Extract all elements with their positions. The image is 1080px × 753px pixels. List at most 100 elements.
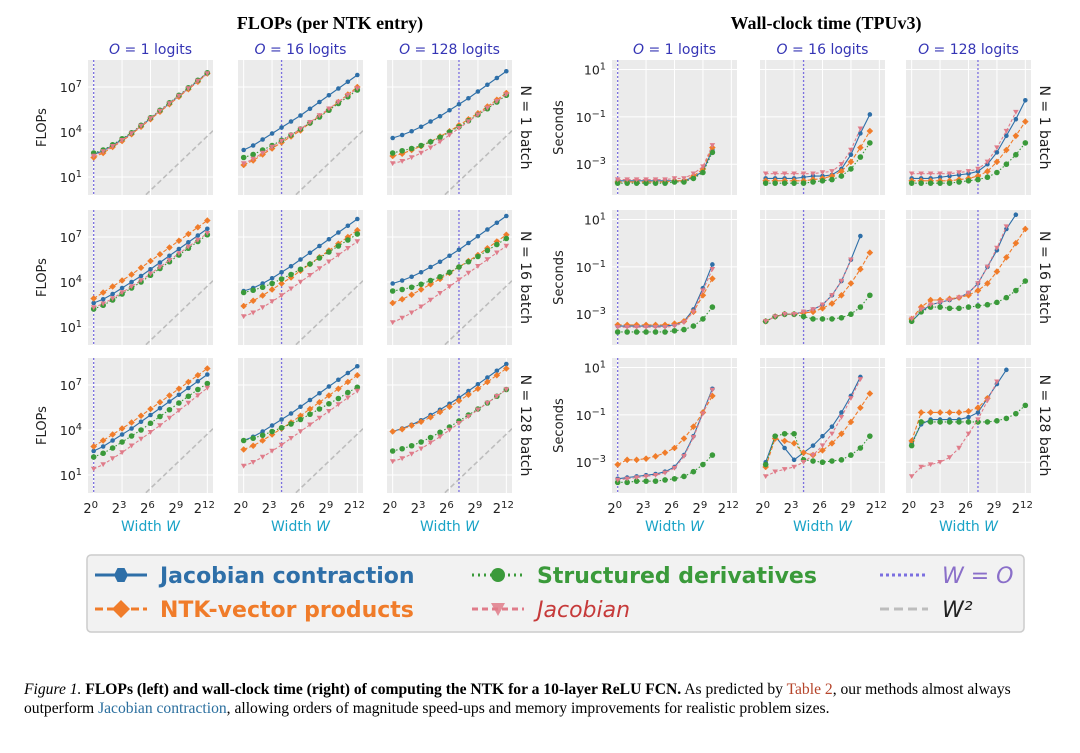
point-jacobian: [781, 467, 788, 472]
point-jacobian: [166, 415, 173, 421]
point-jacobian-contraction: [288, 411, 294, 416]
point-jacobian: [937, 171, 943, 177]
panel: 10−3 10−1 101 20 23 26 29 212: [576, 358, 739, 517]
point-jacobian: [908, 171, 915, 177]
point-jacobian-contraction: [307, 397, 313, 403]
point-structured-derivatives: [810, 179, 816, 185]
point-jacobian: [662, 325, 668, 330]
y-axis-label: FLOPs: [35, 406, 50, 445]
point-jacobian-contraction: [269, 423, 275, 428]
point-ntk-vector-products: [1022, 225, 1029, 233]
point-jacobian: [662, 470, 668, 476]
caption-link-table[interactable]: Table 2: [786, 681, 833, 698]
point-jacobian-contraction: [418, 269, 424, 275]
point-jacobian-contraction: [710, 262, 715, 267]
x-tick-label: 29: [693, 500, 708, 517]
point-ntk-vector-products: [259, 292, 266, 299]
panel-plot-area: [240, 210, 363, 345]
caption-link-jacobian-contraction[interactable]: Jacobian contraction: [98, 700, 227, 717]
point-structured-derivatives: [829, 316, 835, 322]
point-structured-derivatives: [965, 304, 972, 310]
point-structured-derivatives: [994, 169, 1000, 176]
point-structured-derivatives: [829, 176, 835, 183]
point-jacobian: [119, 290, 125, 296]
point-ntk-vector-products: [946, 409, 953, 416]
point-structured-derivatives: [389, 288, 396, 294]
point-jacobian: [984, 264, 991, 270]
point-structured-derivatives: [810, 458, 816, 464]
point-ntk-vector-products: [109, 283, 116, 290]
point-ntk-vector-products: [633, 456, 640, 464]
point-jacobian: [278, 138, 285, 144]
point-jacobian: [354, 239, 361, 245]
point-ntk-vector-products: [927, 296, 934, 304]
x-tick-label: 20: [382, 500, 397, 517]
point-jacobian: [772, 314, 778, 320]
point-jacobian: [119, 138, 125, 143]
caption-bold: FLOPs (left) and wall-clock time (right)…: [85, 681, 682, 698]
y-tick-label: 101: [584, 211, 606, 227]
point-ntk-vector-products: [175, 237, 183, 245]
point-structured-derivatives: [269, 280, 275, 287]
point-ntk-vector-products: [936, 409, 944, 416]
point-structured-derivatives: [681, 326, 687, 333]
y-tick-label: 104: [60, 274, 82, 290]
point-jacobian: [937, 460, 943, 465]
point-structured-derivatives: [633, 478, 640, 484]
row-label: N = 128 batch: [517, 375, 533, 477]
point-structured-derivatives: [965, 177, 972, 184]
point-jacobian-contraction: [186, 239, 191, 245]
point-structured-derivatives: [503, 235, 510, 242]
point-structured-derivatives: [437, 273, 443, 280]
point-jacobian: [819, 443, 826, 449]
point-jacobian: [147, 271, 154, 277]
point-jacobian: [857, 126, 864, 132]
point-jacobian: [624, 476, 630, 482]
point-jacobian-contraction: [839, 410, 844, 415]
legend-item-ntk-vector-products: NTK-vector products: [95, 598, 414, 623]
point-jacobian: [166, 101, 173, 107]
x-tick-label: 26: [664, 500, 679, 517]
point-jacobian: [138, 278, 144, 284]
point-structured-derivatives: [800, 180, 807, 186]
point-jacobian: [354, 86, 361, 92]
left-title: FLOPs (per NTK entry): [237, 13, 423, 34]
point-jacobian: [100, 149, 106, 155]
point-jacobian: [791, 464, 797, 470]
point-jacobian: [690, 309, 697, 315]
y-axis-label: Seconds: [552, 398, 567, 453]
point-jacobian-contraction: [279, 417, 284, 422]
point-ntk-vector-products: [166, 392, 173, 399]
point-jacobian: [307, 422, 313, 428]
point-jacobian-contraction: [148, 412, 153, 418]
point-jacobian: [946, 297, 953, 303]
point-jacobian: [195, 393, 201, 399]
point-jacobian: [781, 312, 788, 317]
point-jacobian: [671, 465, 678, 471]
point-jacobian: [307, 120, 313, 125]
x-tick-label: 212: [1012, 500, 1033, 517]
point-jacobian-contraction: [466, 95, 471, 101]
legend-label-structured-derivatives: Structured derivatives: [537, 564, 817, 589]
series-line-jacobian: [911, 226, 1007, 320]
point-jacobian-contraction: [399, 132, 405, 138]
point-structured-derivatives: [956, 419, 962, 425]
point-jacobian-contraction: [298, 404, 303, 410]
point-jacobian-contraction: [91, 300, 96, 306]
point-structured-derivatives: [857, 445, 864, 451]
point-jacobian-contraction: [91, 448, 96, 454]
point-jacobian-contraction: [504, 68, 509, 74]
point-structured-derivatives: [345, 389, 351, 396]
point-jacobian: [484, 257, 491, 263]
point-ntk-vector-products: [354, 371, 361, 379]
panel-plot-area: [908, 210, 1029, 345]
point-structured-derivatives: [819, 316, 826, 322]
point-jacobian: [633, 475, 640, 481]
point-jacobian: [1003, 128, 1010, 134]
point-jacobian: [484, 400, 491, 406]
point-jacobian: [240, 314, 247, 320]
x-tick-label: 23: [636, 500, 651, 517]
point-structured-derivatives: [984, 419, 991, 425]
point-jacobian-contraction: [810, 443, 816, 448]
point-structured-derivatives: [90, 454, 97, 460]
